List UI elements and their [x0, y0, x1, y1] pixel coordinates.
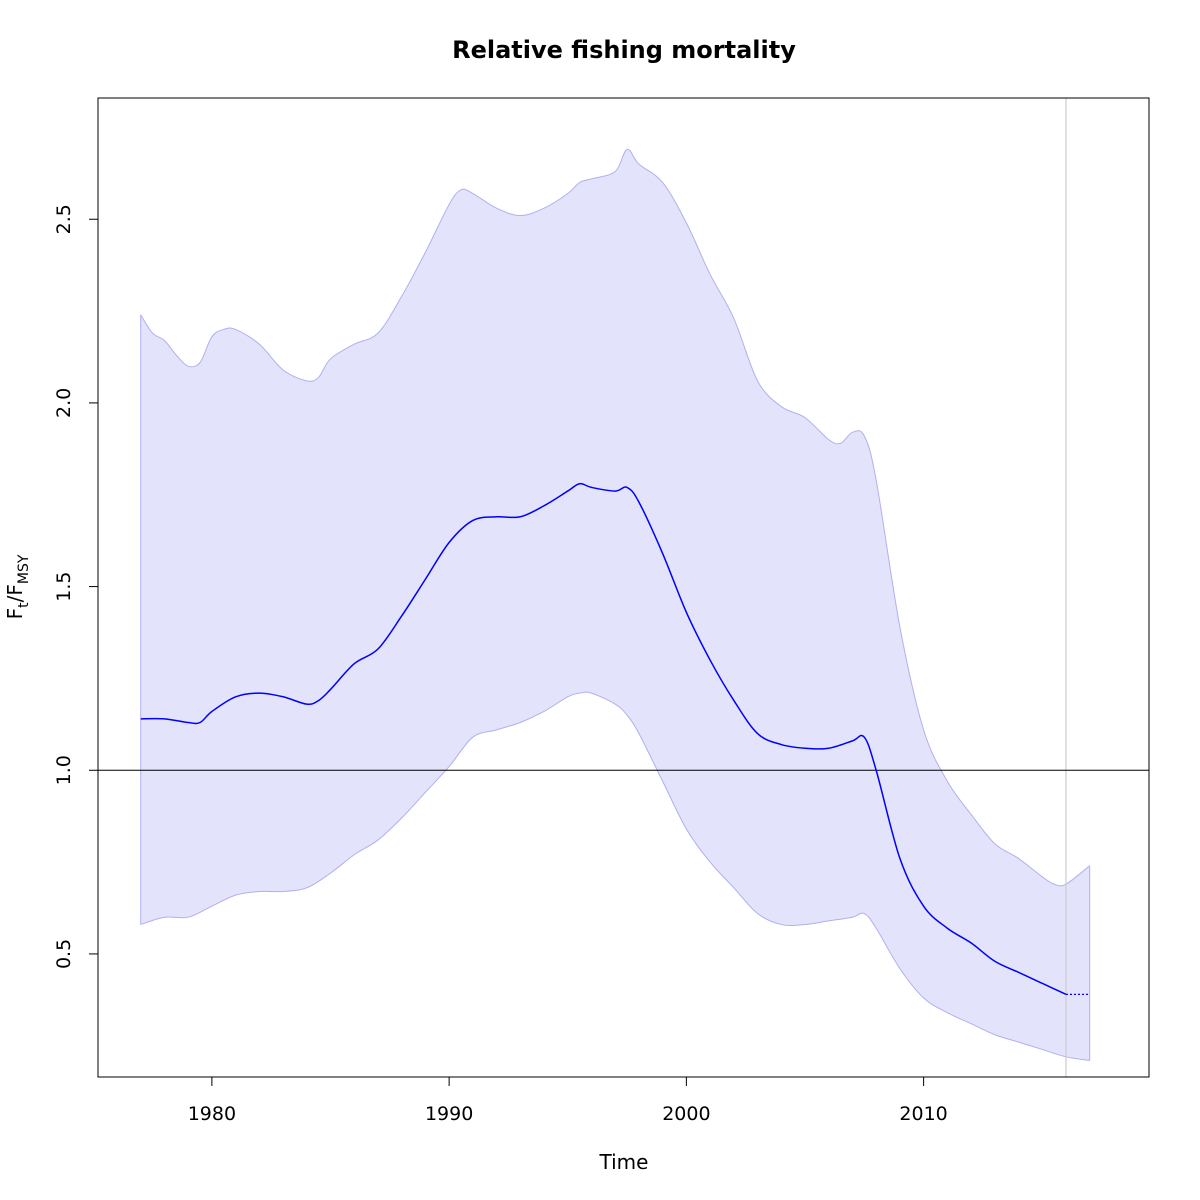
y-axis-label-sub2: MSY — [16, 554, 32, 584]
chart-title: Relative fishing mortality — [452, 36, 796, 64]
y-axis-label: Ft/FMSY — [3, 554, 32, 619]
y-tick-label: 2.0 — [53, 388, 75, 418]
x-axis-label: Time — [599, 1150, 649, 1174]
lower-bound-line — [140, 691, 1090, 1061]
upper-bound-line — [140, 148, 1090, 887]
y-axis-label-main: F — [3, 608, 27, 620]
x-axis: 1980 1990 2000 2010 — [188, 1076, 948, 1125]
y-tick-label: 0.5 — [53, 939, 75, 969]
confidence-band — [140, 149, 1090, 1061]
y-tick-label: 1.5 — [53, 571, 75, 601]
y-tick-label: 2.5 — [53, 204, 75, 234]
y-axis: 0.5 1.0 1.5 2.0 2.5 — [53, 204, 99, 969]
x-tick-label: 1990 — [425, 1103, 473, 1125]
plot-area — [98, 98, 1149, 1077]
y-axis-label-sub1: t — [16, 602, 32, 608]
y-tick-label: 1.0 — [53, 755, 75, 785]
x-tick-label: 1980 — [188, 1103, 236, 1125]
y-axis-label-slash: /F — [3, 584, 27, 602]
x-tick-label: 2000 — [662, 1103, 710, 1125]
x-tick-label: 2010 — [899, 1103, 947, 1125]
estimate-line — [140, 482, 1067, 996]
